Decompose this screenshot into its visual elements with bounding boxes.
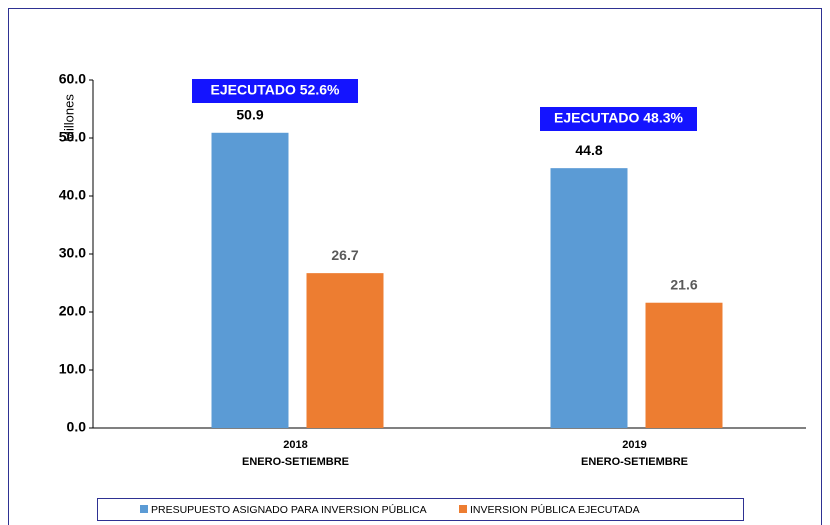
legend-swatch [140,505,148,513]
bar [645,302,723,428]
x-tick-label: ENERO-SETIEMBRE [581,456,688,468]
x-tick-label: ENERO-SETIEMBRE [242,456,349,468]
data-label: 44.8 [575,142,602,158]
data-label: 21.6 [670,276,697,292]
y-tick-label: 10.0 [59,361,86,377]
y-tick-label: 50.0 [59,129,86,145]
y-axis-label: Millones [61,94,76,142]
legend-label: PRESUPUESTO ASIGNADO PARA INVERSION PÚBL… [151,503,427,516]
legend-label: INVERSION PÚBLICA EJECUTADA [470,503,640,516]
legend-swatch [459,505,467,513]
y-tick-label: 60.0 [59,71,86,87]
bar [211,132,289,428]
y-tick-label: 30.0 [59,245,86,261]
data-label: 50.9 [236,106,263,122]
x-tick-label: 2018 [283,439,307,451]
x-tick-label: 2019 [622,439,646,451]
annotation: EJECUTADO 48.3% [554,110,683,126]
y-tick-label: 40.0 [59,187,86,203]
y-tick-label: 20.0 [59,303,86,319]
annotation: EJECUTADO 52.6% [211,82,340,98]
legend-box [97,498,744,521]
chart-border [8,8,822,525]
annotation-box [192,79,358,103]
bar [550,168,628,428]
y-tick-label: 0.0 [67,419,87,435]
bar [306,273,384,428]
annotation-box [540,107,697,131]
data-label: 26.7 [331,247,358,263]
